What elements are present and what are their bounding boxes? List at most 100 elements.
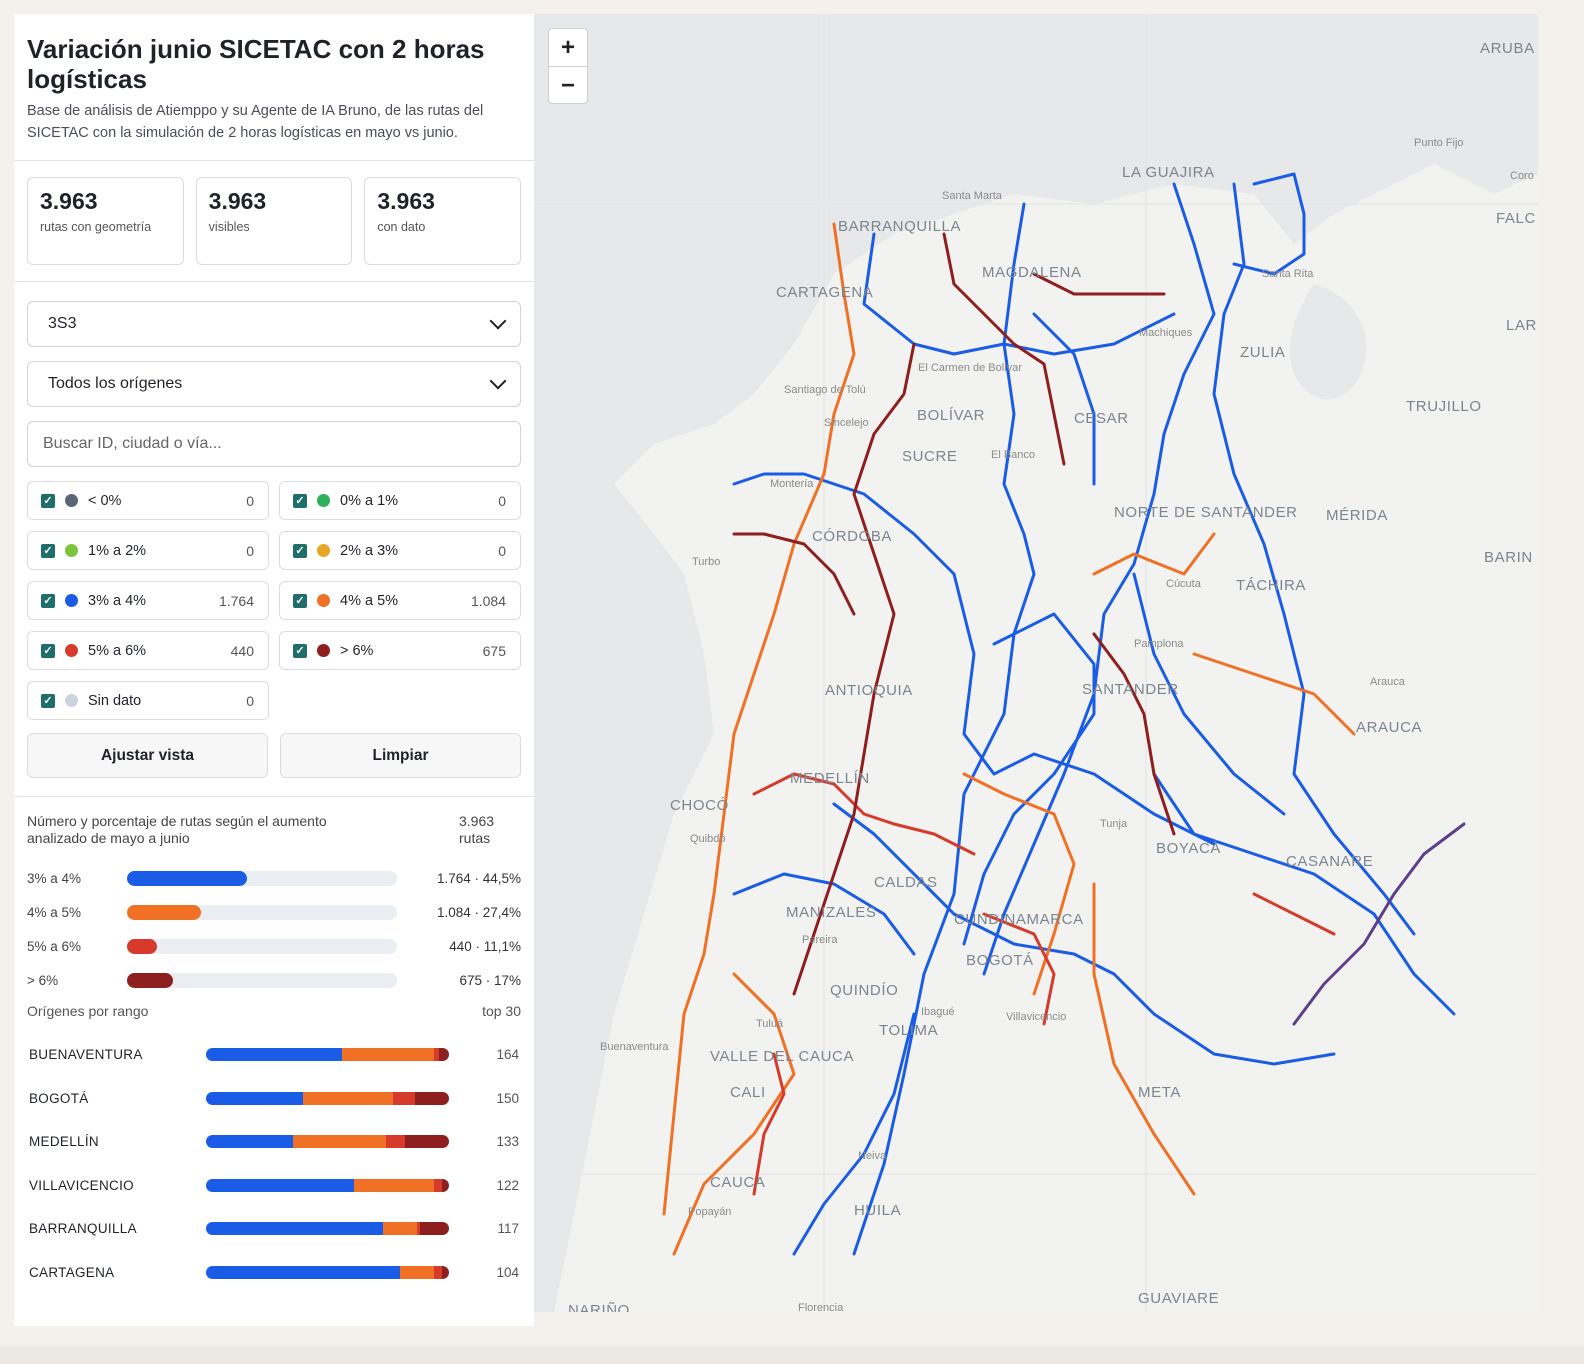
origin-row[interactable]: CARTAGENA 104 — [27, 1251, 521, 1295]
vehicle-select[interactable]: 3S3 — [27, 301, 521, 347]
origin-segment — [385, 1135, 406, 1149]
checkbox-checked-icon[interactable]: ✓ — [293, 593, 307, 608]
map-place-label: Santa Marta — [942, 190, 1002, 202]
origin-segment — [434, 1048, 440, 1062]
map-place-label: BOGOTÁ — [966, 952, 1034, 969]
color-dot-icon — [317, 494, 330, 507]
checkbox-checked-icon[interactable]: ✓ — [293, 543, 307, 558]
map-place-label: TRUJILLO — [1406, 398, 1482, 415]
map-place-label: CAUCA — [710, 1174, 766, 1191]
origin-segment — [206, 1135, 294, 1149]
map-place-label: Coro — [1510, 170, 1534, 182]
origin-count: 104 — [496, 1264, 519, 1280]
origins-top: top 30 — [482, 1003, 521, 1019]
zoom-in-button[interactable]: + — [560, 33, 575, 61]
summary-bar-fill — [127, 904, 201, 920]
legend-count: 440 — [230, 642, 254, 659]
origin-segment — [439, 1048, 449, 1062]
origin-stacked-bar — [206, 1048, 449, 1062]
map-place-label: Tuluá — [756, 1018, 784, 1030]
summary-header: Número y porcentaje de rutas según el au… — [27, 813, 521, 847]
checkbox-checked-icon[interactable]: ✓ — [41, 593, 55, 608]
route-lines — [662, 172, 1466, 1256]
map-place-label: Sincelejo — [824, 417, 869, 429]
legend-label: 2% a 3% — [340, 542, 399, 559]
origin-segment — [405, 1135, 449, 1149]
color-dot-icon — [65, 694, 78, 707]
map-place-label: Pamplona — [1134, 638, 1184, 650]
summary-bar-label: 5% a 6% — [27, 938, 82, 954]
legend-item[interactable]: ✓ 5% a 6% 440 — [27, 631, 269, 670]
sidebar-panel: Variación junio SICETAC con 2 horas logí… — [14, 14, 534, 1326]
map-place-label: VALLE DEL CAUCA — [710, 1048, 855, 1065]
legend-count: 0 — [246, 492, 254, 509]
origin-stacked-bar — [206, 1222, 449, 1236]
color-dot-icon — [65, 594, 78, 607]
summary-bar-fill — [127, 938, 157, 954]
origin-segment — [434, 1265, 442, 1279]
checkbox-checked-icon[interactable]: ✓ — [41, 493, 55, 508]
fit-view-button[interactable]: Ajustar vista — [27, 733, 268, 778]
summary-bar-track — [127, 972, 397, 988]
checkbox-checked-icon[interactable]: ✓ — [293, 493, 307, 508]
origin-row[interactable]: BARRANQUILLA 117 — [27, 1207, 521, 1251]
origin-select[interactable]: Todos los orígenes — [27, 361, 521, 407]
summary-bar-label: 3% a 4% — [27, 870, 82, 886]
stat-card-with-data: 3.963 con dato — [364, 177, 522, 265]
legend-item[interactable]: ✓ 3% a 4% 1.764 — [27, 581, 269, 620]
legend-label: 1% a 2% — [88, 542, 147, 559]
checkbox-checked-icon[interactable]: ✓ — [293, 643, 307, 658]
checkbox-checked-icon[interactable]: ✓ — [41, 543, 55, 558]
legend-item[interactable]: ✓ 4% a 5% 1.084 — [279, 581, 521, 620]
map-place-label: MAGDALENA — [982, 264, 1082, 281]
page-title: Variación junio SICETAC con 2 horas logí… — [27, 34, 485, 94]
map-place-label: MANIZALES — [786, 904, 877, 921]
summary-bar-row: 3% a 4% 1.764 · 44,5% — [27, 861, 521, 895]
clear-button[interactable]: Limpiar — [280, 733, 521, 778]
search-input[interactable]: Buscar ID, ciudad o vía... — [27, 421, 521, 467]
summary-bar-fill — [127, 972, 173, 988]
summary-bar-track — [127, 870, 397, 886]
legend-label: 3% a 4% — [88, 592, 147, 609]
map-view[interactable]: + − ARUBA LA GUAJIRA Santa Marta BARRANQUIL… — [534, 14, 1538, 1312]
legend-item[interactable]: ✓ > 6% 675 — [279, 631, 521, 670]
legend-label: > 6% — [340, 642, 374, 659]
legend-item[interactable]: ✓ < 0% 0 — [27, 481, 269, 520]
legend-item[interactable]: ✓ 1% a 2% 0 — [27, 531, 269, 570]
map-place-label: Turbo — [692, 556, 721, 568]
stat-label: visibles — [208, 220, 250, 234]
map-place-label: TÁCHIRA — [1236, 577, 1307, 594]
origin-segment — [206, 1222, 384, 1236]
origin-row[interactable]: BUENAVENTURA 164 — [27, 1033, 521, 1077]
summary-bar-label: > 6% — [27, 972, 59, 988]
legend-item[interactable]: ✓ Sin dato 0 — [27, 681, 269, 720]
origin-segment — [354, 1178, 435, 1192]
checkbox-checked-icon[interactable]: ✓ — [41, 693, 55, 708]
map-place-label: NORTE DE SANTANDER — [1114, 504, 1298, 521]
range-legend: ✓ < 0% 0 ✓ 0% a 1% 0 ✓ 1% a 2% 0 ✓ 2% a 3% 0 ✓ 3% a 4… — [27, 481, 521, 720]
origins-title: Orígenes por rango — [27, 1003, 149, 1019]
legend-label: 4% a 5% — [340, 592, 399, 609]
legend-count: 0 — [498, 542, 506, 559]
legend-item[interactable]: ✓ 0% a 1% 0 — [279, 481, 521, 520]
map-place-label: CALDAS — [874, 874, 938, 891]
chevron-down-icon — [489, 312, 507, 330]
map-place-label: SUCRE — [902, 448, 958, 465]
summary-section: Número y porcentaje de rutas según el au… — [14, 797, 534, 1294]
stat-label: con dato — [377, 220, 426, 234]
origin-row[interactable]: VILLAVICENCIO 122 — [27, 1164, 521, 1208]
origin-segment — [342, 1048, 435, 1062]
legend-label: 5% a 6% — [88, 642, 147, 659]
stat-value: 3.963 — [377, 188, 435, 214]
origin-row[interactable]: BOGOTÁ 150 — [27, 1077, 521, 1121]
legend-item[interactable]: ✓ 2% a 3% 0 — [279, 531, 521, 570]
header: Variación junio SICETAC con 2 horas logí… — [14, 14, 534, 161]
origin-stacked-bar — [206, 1135, 449, 1149]
map-place-label: HUILA — [854, 1202, 902, 1219]
zoom-out-button[interactable]: − — [549, 66, 587, 104]
origins-header: Orígenes por rango top 30 — [27, 1003, 521, 1019]
checkbox-checked-icon[interactable]: ✓ — [41, 643, 55, 658]
map-place-label: SANTANDER — [1082, 681, 1179, 698]
origin-row[interactable]: MEDELLÍN 133 — [27, 1120, 521, 1164]
controls: 3S3 Todos los orígenes Buscar ID, ciudad… — [14, 282, 534, 797]
